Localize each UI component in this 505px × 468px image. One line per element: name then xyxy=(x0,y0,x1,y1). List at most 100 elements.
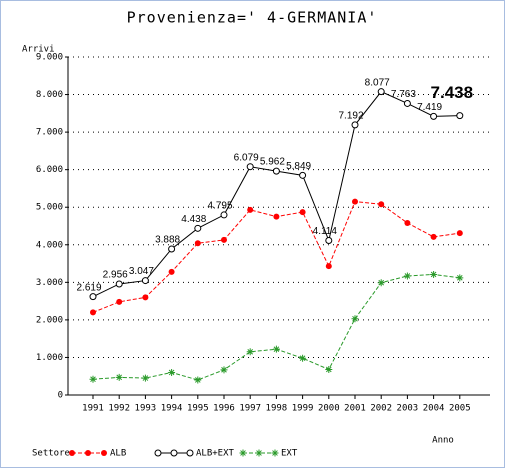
data-label: 3.888 xyxy=(155,235,180,246)
marker xyxy=(378,201,385,208)
data-label: 3.047 xyxy=(129,266,154,277)
marker xyxy=(403,99,411,107)
x-tick-label: 2001 xyxy=(344,404,366,414)
data-label: 7.419 xyxy=(417,102,442,113)
y-axis-label: Arrivi xyxy=(22,45,55,55)
marker xyxy=(141,277,149,285)
legend-label: ALB xyxy=(110,449,126,459)
marker xyxy=(299,209,306,216)
marker xyxy=(168,245,176,253)
marker xyxy=(116,298,123,305)
marker xyxy=(142,294,149,301)
marker xyxy=(377,88,385,96)
marker xyxy=(168,368,176,376)
marker xyxy=(430,112,438,120)
y-tick-label: 2.000 xyxy=(36,315,63,325)
x-tick-label: 2004 xyxy=(423,404,445,414)
marker xyxy=(430,233,437,240)
data-label: 7.763 xyxy=(391,89,416,100)
marker xyxy=(271,449,279,457)
marker xyxy=(299,171,307,179)
x-tick-label: 2005 xyxy=(449,404,471,414)
marker xyxy=(115,373,123,381)
marker xyxy=(194,240,201,247)
legend-label: EXT xyxy=(281,449,298,459)
y-tick-label: 3.000 xyxy=(36,278,63,288)
marker xyxy=(170,449,178,457)
data-label: 7.438 xyxy=(431,83,474,102)
marker xyxy=(89,375,97,383)
data-label: 4.438 xyxy=(181,214,206,225)
marker xyxy=(456,230,463,237)
y-tick-label: 5.000 xyxy=(36,203,63,213)
marker xyxy=(430,270,438,278)
marker xyxy=(352,198,358,205)
marker xyxy=(154,449,162,457)
marker xyxy=(115,280,123,288)
x-tick-label: 2002 xyxy=(370,404,392,414)
marker xyxy=(456,112,464,120)
marker xyxy=(69,450,75,456)
marker xyxy=(403,272,411,280)
data-label: 4.114 xyxy=(313,226,338,237)
data-label: 5.849 xyxy=(286,161,311,172)
marker xyxy=(186,449,194,457)
marker xyxy=(351,315,359,323)
marker xyxy=(239,449,247,457)
marker xyxy=(325,365,333,373)
marker xyxy=(456,274,464,282)
marker xyxy=(272,345,280,353)
x-tick-label: 1992 xyxy=(108,404,130,414)
marker xyxy=(101,450,107,456)
y-tick-label: 9.000 xyxy=(36,53,63,63)
data-label: 5.962 xyxy=(260,157,285,168)
x-tick-label: 1994 xyxy=(161,404,183,414)
marker xyxy=(255,449,263,457)
marker xyxy=(246,348,254,356)
x-axis-label: Anno xyxy=(432,436,454,446)
y-tick-label: 8.000 xyxy=(36,90,63,100)
marker xyxy=(85,450,91,456)
data-label: 2.956 xyxy=(103,270,128,281)
marker xyxy=(220,211,228,219)
y-tick-label: 4.000 xyxy=(36,240,63,250)
marker xyxy=(377,279,385,287)
marker xyxy=(273,213,280,220)
data-label: 4.795 xyxy=(207,201,232,212)
marker xyxy=(89,293,97,301)
x-tick-label: 1995 xyxy=(187,404,209,414)
x-tick-label: 1993 xyxy=(135,404,157,414)
x-tick-label: 1991 xyxy=(82,404,104,414)
marker xyxy=(194,376,202,384)
legend-title: Settore xyxy=(32,449,70,459)
data-label: 2.619 xyxy=(76,282,101,293)
marker xyxy=(351,121,359,129)
y-tick-label: 0 xyxy=(58,391,63,401)
marker xyxy=(299,354,307,362)
marker xyxy=(272,167,280,175)
x-tick-label: 1999 xyxy=(292,404,314,414)
x-tick-label: 2003 xyxy=(397,404,419,414)
marker xyxy=(168,268,175,275)
marker xyxy=(141,374,149,382)
marker xyxy=(325,263,332,270)
marker xyxy=(221,236,227,243)
x-tick-label: 2000 xyxy=(318,404,340,414)
chart-title: Provenienza=' 4-GERMANIA' xyxy=(127,9,378,27)
marker xyxy=(194,224,202,232)
data-label: 6.079 xyxy=(234,152,259,163)
marker xyxy=(404,219,411,226)
y-tick-label: 6.000 xyxy=(36,165,63,175)
marker xyxy=(247,206,254,213)
x-tick-label: 1996 xyxy=(213,404,235,414)
series-line xyxy=(92,273,460,381)
data-label: 8.077 xyxy=(365,77,390,88)
marker xyxy=(90,309,96,316)
x-tick-label: 1997 xyxy=(239,404,261,414)
y-tick-label: 7.000 xyxy=(36,128,63,138)
marker xyxy=(220,366,228,374)
x-tick-label: 1998 xyxy=(266,404,288,414)
data-label: 7.192 xyxy=(338,111,363,122)
legend-label: ALB+EXT xyxy=(196,449,235,459)
